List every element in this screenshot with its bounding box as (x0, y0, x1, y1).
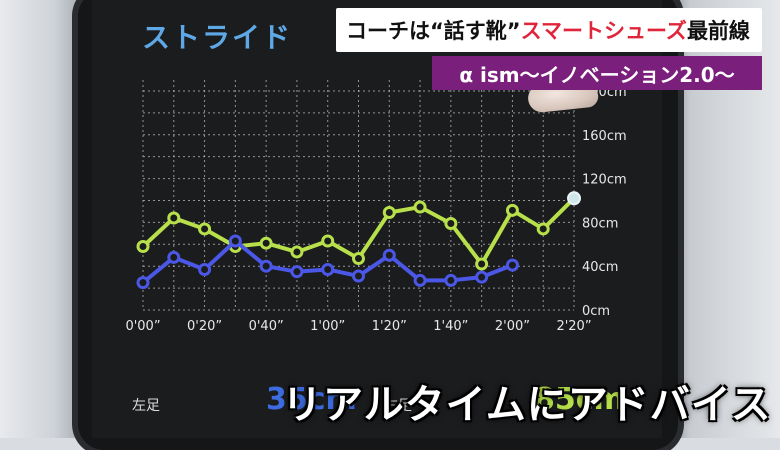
x-tick-label: 0'00” (125, 319, 160, 334)
data-point (259, 259, 273, 273)
y-tick-label: 160cm (582, 129, 627, 144)
app-title: ストライド (142, 21, 293, 54)
data-point (475, 270, 489, 284)
background-left (0, 0, 90, 438)
data-point (444, 273, 458, 287)
subtitle-caption: リアルタイムにアドバイス (282, 382, 772, 428)
y-tick-label: 80cm (582, 216, 618, 231)
data-point (321, 234, 335, 248)
y-tick-label: 0cm (582, 304, 610, 319)
headline-part1: コーチは“話す靴” (346, 19, 521, 43)
left-stride-value: 35cm (266, 382, 357, 417)
x-tick-label: 2'20” (556, 319, 591, 334)
data-point (505, 203, 519, 217)
news-headline-banner: コーチは“話す靴” スマートシューズ 最前線 (336, 8, 762, 52)
data-point (352, 269, 365, 283)
right-foot-label: 右足 (384, 398, 412, 414)
data-point (290, 245, 304, 259)
data-point (505, 258, 519, 272)
chart-series (136, 191, 581, 290)
x-tick-label: 1'40” (433, 319, 468, 334)
data-point (475, 257, 489, 271)
x-tick-label: 0'20” (187, 319, 222, 334)
x-tick-label: 1'20” (372, 319, 407, 334)
data-point (167, 211, 181, 225)
x-tick-label: 2'00” (495, 319, 530, 334)
y-tick-label: 120cm (582, 173, 627, 188)
data-point (413, 273, 427, 287)
right-stride-value: 85cm (534, 382, 625, 417)
x-axis-ticks: 0'00” 0'20” 0'40” 1'00” 1'20” 1'40” 2'00” 2'20” (125, 319, 591, 334)
data-point (413, 200, 427, 214)
news-subheadline-banner: α ism～イノベーション2.0～ (432, 56, 762, 90)
data-point (136, 276, 150, 290)
data-point (290, 265, 304, 279)
headline-part3: 最前線 (686, 19, 750, 43)
data-point (198, 262, 212, 276)
data-point (198, 222, 212, 236)
data-point (136, 239, 150, 253)
data-point (536, 222, 550, 236)
headline-part2: スマートシューズ (520, 19, 687, 43)
data-point (382, 206, 396, 220)
data-point (444, 216, 458, 230)
y-tick-label: 40cm (582, 260, 618, 275)
data-point (321, 262, 335, 276)
x-tick-label: 0'40” (249, 319, 284, 334)
data-point (167, 250, 181, 264)
left-foot-label: 左足 (132, 398, 160, 414)
current-point-marker (567, 191, 581, 206)
data-point (228, 234, 242, 248)
data-point (352, 252, 365, 266)
data-point (259, 236, 273, 250)
data-point (382, 248, 396, 262)
x-tick-label: 1'00” (310, 319, 345, 334)
